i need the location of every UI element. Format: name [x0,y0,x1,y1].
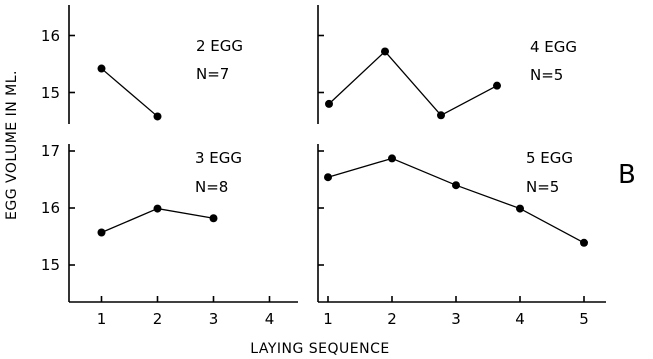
panel-clutch-label: 5 EGG [526,149,573,167]
panel-4-egg: 4 EGG N=5 [317,5,577,124]
x-tick-label: 2 [387,310,397,328]
panel-clutch-label: 3 EGG [195,149,242,167]
series-line [328,50,498,117]
data-point [325,99,333,108]
data-point [153,204,162,213]
data-point [388,154,396,163]
y-axis-title: EGG VOLUME IN ML. [4,70,20,220]
panel-clutch-label: 4 EGG [530,38,577,56]
panel-sample-size: N=7 [196,65,229,83]
y-tick-label-bottom-16: 16 [41,199,60,217]
data-point [437,111,445,120]
x-tick-label: 5 [579,310,589,328]
x-tick-label: 1 [323,310,333,328]
series-line [327,157,585,244]
panel-3-egg: 1 2 3 4 3 EGG N=8 [68,144,298,328]
panel-sample-size: N=5 [530,66,563,84]
panel-sample-size: N=5 [526,178,559,196]
data-point [516,204,524,213]
data-point [97,228,106,237]
x-tick-label: 1 [97,310,107,328]
data-point [580,238,588,247]
y-tick-label-bottom-17: 17 [41,142,60,160]
data-point [153,112,162,121]
data-point [493,81,501,90]
y-tick-label-bottom-15: 15 [41,256,60,274]
y-tick-label-top-16: 16 [41,27,60,45]
figure-letter: B [618,160,636,190]
series-line [101,68,158,117]
data-point [209,214,218,223]
panel-clutch-label: 2 EGG [196,37,243,55]
y-tick-label-top-15: 15 [41,84,60,102]
x-tick-label: 4 [515,310,525,328]
x-tick-label: 3 [209,310,219,328]
x-tick-label: 4 [265,310,275,328]
panel-2-egg: 2 EGG N=7 [68,5,243,124]
data-point [381,47,389,56]
data-point [97,64,106,73]
panel-5-egg: 1 2 3 4 5 5 EGG N=5 [317,144,606,328]
x-axis-title: LAYING SEQUENCE [250,341,390,357]
x-tick-label: 3 [451,310,461,328]
panel-sample-size: N=8 [195,178,228,196]
data-point [324,173,332,182]
data-point [452,181,460,190]
x-tick-label: 2 [153,310,163,328]
